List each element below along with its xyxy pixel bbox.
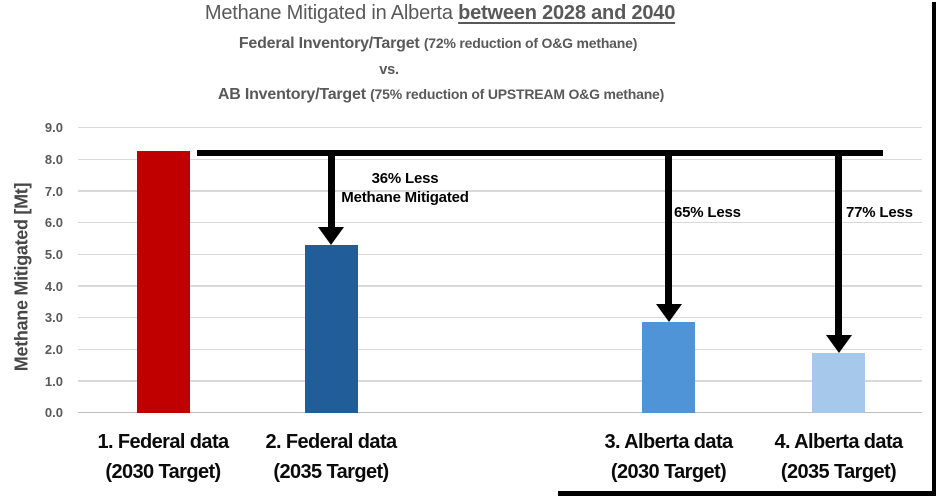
gridline <box>78 380 922 382</box>
category-label-3: 3. Alberta data (2030 Target) <box>604 427 733 487</box>
gridline <box>78 126 922 129</box>
category-label-2: 2. Federal data (2035 Target) <box>265 427 397 487</box>
category-line1: 1. Federal data <box>97 431 229 453</box>
frame-border-right <box>932 2 936 496</box>
gridline <box>78 316 922 319</box>
gridline <box>78 221 922 224</box>
subtitle-federal-main: Federal Inventory/Target <box>238 35 424 52</box>
subtitle-alberta-main: AB Inventory/Target <box>217 86 371 103</box>
gridline <box>78 190 922 192</box>
bar-3 <box>642 322 695 413</box>
y-tick-label: 5.0 <box>44 246 63 262</box>
annotation-line: Methane Mitigated <box>341 189 469 206</box>
subtitle-alberta-paren: (75% reduction of UPSTREAM O&G methane) <box>370 86 665 102</box>
arrow-stem <box>665 151 672 306</box>
annotation-line: 36% Less <box>371 170 439 187</box>
bar-2 <box>304 244 358 413</box>
bar-1 <box>136 151 190 413</box>
category-label-4: 4. Alberta data (2035 Target) <box>774 427 903 487</box>
frame-border-bottom <box>558 491 936 496</box>
category-label-1: 1. Federal data (2030 Target) <box>97 427 229 487</box>
annotation-line: 77% Less <box>846 204 913 221</box>
category-line1: 2. Federal data <box>265 431 397 453</box>
arrow-down-icon <box>318 226 344 245</box>
gridline <box>78 253 922 256</box>
subtitle-vs: vs. <box>379 62 399 78</box>
annotation-label: 36% Less Methane Mitigated <box>341 169 469 207</box>
chart-title: Methane Mitigated in Alberta between 202… <box>205 2 675 25</box>
chart-title-regular: Methane Mitigated in Alberta <box>204 2 459 24</box>
arrow-stem <box>835 151 842 336</box>
y-tick-label: 6.0 <box>44 215 63 231</box>
arrow-down-icon <box>655 304 682 323</box>
arrow-down-icon <box>825 334 852 353</box>
subtitle-alberta: AB Inventory/Target (75% reduction of UP… <box>218 86 664 104</box>
category-line2: (2030 Target) <box>610 461 727 483</box>
y-tick-label: 8.0 <box>44 151 63 167</box>
category-line2: (2035 Target) <box>780 461 897 483</box>
gridline <box>78 411 922 414</box>
y-tick-label: 2.0 <box>44 341 63 357</box>
gridline <box>78 348 922 351</box>
bar-4 <box>812 352 865 413</box>
y-tick-label: 0.0 <box>44 405 63 421</box>
category-line2: (2030 Target) <box>105 461 221 483</box>
annotation-label: 65% Less <box>674 203 741 222</box>
y-tick-label: 3.0 <box>44 310 63 326</box>
category-line1: 3. Alberta data <box>604 431 733 453</box>
subtitle-federal: Federal Inventory/Target (72% reduction … <box>238 35 638 53</box>
subtitle-federal-paren: (72% reduction of O&G methane) <box>423 35 638 51</box>
chart-title-daterange: between 2028 and 2040 <box>458 2 676 24</box>
y-tick-label: 7.0 <box>44 183 63 199</box>
reference-line <box>197 149 883 157</box>
y-tick-label: 9.0 <box>44 120 63 136</box>
annotation-label: 77% Less <box>846 203 913 222</box>
category-line1: 4. Alberta data <box>774 431 903 453</box>
y-tick-label: 1.0 <box>44 373 63 389</box>
category-line2: (2035 Target) <box>273 461 389 483</box>
arrow-stem <box>327 151 335 228</box>
gridline <box>78 285 922 287</box>
annotation-line: 65% Less <box>674 204 741 221</box>
y-tick-label: 4.0 <box>44 278 63 294</box>
gridline <box>78 158 922 161</box>
